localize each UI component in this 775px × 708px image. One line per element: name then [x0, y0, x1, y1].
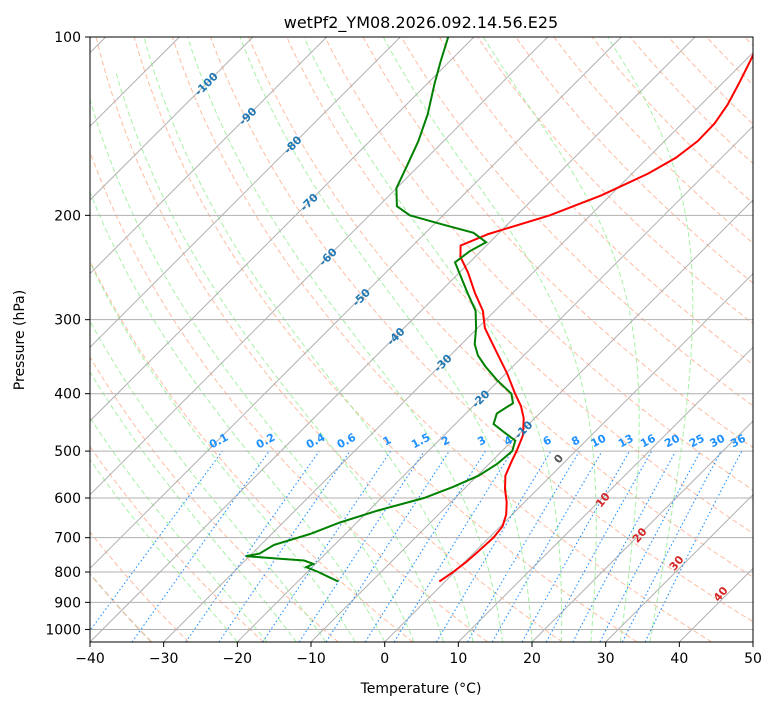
mixing-ratio-label: 25	[687, 432, 707, 451]
moist-adiabat-line	[90, 458, 238, 642]
mixing-ratio-line	[131, 450, 270, 642]
y-tick-label: 900	[54, 595, 81, 611]
mixing-ratio-line	[393, 450, 513, 642]
moist-adiabat-line	[382, 37, 597, 642]
x-axis: −40 −30 −20 −10 0 10 20 30 40 50	[75, 642, 762, 667]
isotherm-line	[384, 272, 753, 642]
mixing-ratio-line	[521, 450, 630, 642]
y-tick-label: 300	[54, 313, 81, 329]
dry-adiabat-line	[248, 37, 753, 578]
y-tick-label: 800	[54, 565, 81, 581]
moist-adiabat-line	[90, 190, 386, 642]
background-lines	[90, 37, 753, 642]
y-axis: 100 200 300 400 500 600 700 800 900 1000	[45, 30, 90, 638]
dry-adiabat-line	[515, 37, 753, 284]
moist-adiabat-line	[90, 370, 297, 642]
dry-adiabat-line	[90, 531, 190, 642]
y-tick-label: 100	[54, 30, 81, 46]
x-tick-label: 10	[449, 651, 467, 667]
moist-adiabat-line	[303, 37, 563, 642]
moist-adiabat-line	[143, 37, 474, 642]
mixing-ratio-label: 13	[616, 432, 636, 451]
y-tick-label: 500	[54, 444, 81, 460]
dry-adiabat-line	[133, 37, 638, 642]
moist-adiabat-line	[187, 37, 503, 642]
mixing-ratio-label: 30	[708, 432, 728, 451]
mixing-ratio-line	[262, 450, 392, 642]
mixing-ratio-label: 36	[728, 432, 748, 451]
y-tick-label: 600	[54, 491, 81, 507]
isotherm-line	[605, 493, 753, 642]
pressure-gridlines	[90, 37, 753, 630]
y-axis-label: Pressure (hPa)	[12, 290, 28, 390]
dewpoint-series-line	[245, 37, 517, 583]
mixing-ratio-line	[545, 450, 653, 642]
mixing-ratio-line	[185, 450, 320, 642]
mixing-ratio-line	[325, 450, 450, 642]
sounding-profiles	[245, 37, 753, 583]
x-tick-label: 0	[380, 651, 389, 667]
x-tick-label: 30	[597, 651, 615, 667]
x-tick-label: 50	[744, 651, 762, 667]
mixing-ratio-line	[644, 450, 743, 642]
moist-adiabat-line	[607, 37, 694, 642]
mixing-ratio-line	[572, 450, 677, 642]
dry-adiabat-line	[171, 37, 712, 642]
dry-adiabat-line	[90, 150, 488, 642]
dry-adiabat-line	[210, 37, 753, 623]
boundary-curve-line	[90, 572, 153, 642]
isotherm-line	[90, 37, 475, 422]
isotherm-line	[90, 37, 549, 496]
x-tick-label: 20	[523, 651, 541, 667]
isotherm-line	[90, 37, 622, 570]
y-tick-label: 1000	[45, 622, 81, 638]
isotherm-line	[90, 37, 696, 642]
dry-adiabat-line	[90, 356, 339, 642]
temperature-series-line	[438, 52, 753, 583]
dry-adiabat-line	[400, 37, 753, 407]
isotherm-line	[90, 37, 254, 201]
isotherm-line	[236, 125, 753, 642]
plot-frame	[89, 36, 754, 643]
isotherm-line	[90, 37, 401, 349]
x-tick-label: −40	[75, 651, 105, 667]
mixing-ratio-line	[298, 450, 425, 642]
moist-adiabat-line	[90, 416, 268, 642]
x-tick-label: −20	[223, 651, 253, 667]
isotherm-line	[163, 51, 753, 642]
mixing-ratio-line	[218, 450, 351, 642]
dry-adiabat-line	[90, 445, 264, 642]
mixing-ratio-line	[90, 450, 223, 632]
mixing-ratio-label: 16	[638, 432, 658, 451]
x-tick-label: −30	[149, 651, 179, 667]
isotherm-line	[531, 420, 753, 642]
y-tick-label: 200	[54, 208, 81, 224]
moist-adiabat-line	[482, 37, 640, 642]
y-tick-label: 400	[54, 387, 81, 403]
moist-adiabat-line	[239, 37, 533, 642]
chart-title: wetPf2_YM08.2026.092.14.56.E25	[284, 13, 558, 33]
isotherm-line	[90, 37, 328, 275]
isotherm-line	[457, 346, 753, 642]
mixing-ratio-label: 20	[662, 431, 682, 450]
dry-adiabat-line	[95, 37, 563, 642]
x-tick-label: 40	[670, 651, 688, 667]
x-tick-label: −10	[296, 651, 326, 667]
dry-adiabat-line	[324, 37, 753, 491]
dry-adiabat-line	[438, 37, 753, 366]
isotherm-line	[310, 199, 753, 642]
moist-adiabat-line	[90, 320, 327, 642]
y-tick-label: 700	[54, 531, 81, 547]
mixing-ratio-label: 10	[589, 431, 609, 450]
x-axis-label: Temperature (°C)	[360, 681, 482, 697]
